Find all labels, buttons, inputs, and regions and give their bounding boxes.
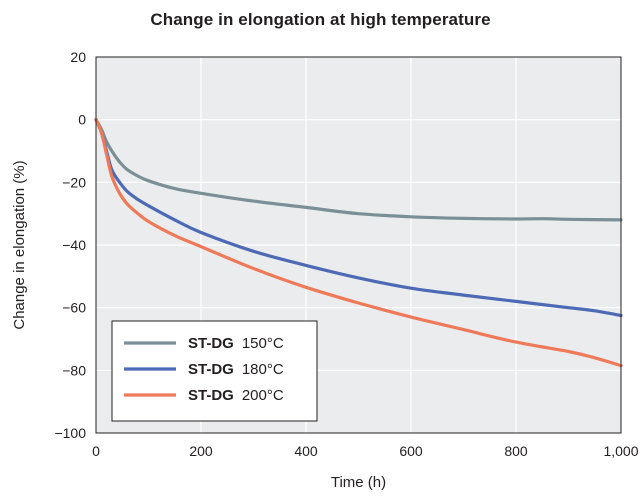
series-lines (94, 118, 623, 368)
legend-entry: ST-DG 150°C (188, 335, 284, 352)
x-tick-label: 400 (294, 443, 318, 459)
legend-box (111, 320, 318, 422)
legend-temperature: 150°C (242, 335, 284, 352)
legend-product: ST-DG (188, 361, 234, 378)
legend: ST-DG 150°C ST-DG 180°C ST-DG 200°C (111, 320, 318, 422)
y-tick-label: 20 (70, 49, 86, 65)
chart-title: Change in elongation at high temperature (150, 10, 491, 29)
series-line (94, 118, 623, 318)
series-line (94, 118, 623, 222)
y-axis-title: Change in elongation (%) (11, 160, 28, 329)
x-tick-label: 200 (189, 443, 213, 459)
legend-temperature: 200°C (242, 387, 284, 404)
x-axis-title: Time (h) (331, 474, 386, 491)
legend-entry: ST-DG 180°C (188, 361, 284, 378)
legend-product: ST-DG (188, 335, 234, 352)
legend-entry: ST-DG 200°C (188, 387, 284, 404)
y-tick-label: −40 (62, 237, 86, 253)
y-tick-label: −20 (62, 174, 86, 190)
plot-frame (95, 56, 622, 434)
y-tick-label: −60 (62, 300, 86, 316)
legend-product: ST-DG (188, 387, 234, 404)
y-tick-label: −80 (62, 362, 86, 378)
x-tick-label: 1,000 (603, 443, 638, 459)
x-tick-label: 800 (504, 443, 528, 459)
y-tick-label: 0 (78, 112, 86, 128)
legend-temperature: 180°C (242, 361, 284, 378)
series-line (94, 118, 623, 368)
x-tick-label: 0 (92, 443, 100, 459)
x-tick-label: 600 (399, 443, 423, 459)
y-tick-label: −100 (54, 425, 86, 441)
